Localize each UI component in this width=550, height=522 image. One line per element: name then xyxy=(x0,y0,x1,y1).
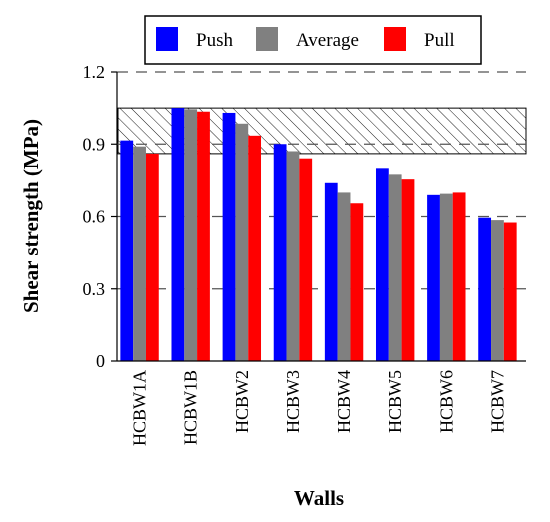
bar-push-hcbw4 xyxy=(324,182,338,361)
bar-pull-hcbw7 xyxy=(503,222,517,361)
bar-push-hcbw6 xyxy=(427,194,440,361)
bar-average-hcbw6 xyxy=(439,193,453,361)
y-tick-label: 0.9 xyxy=(83,134,106,154)
legend-swatch-average xyxy=(256,27,278,51)
x-tick-label: HCBW7 xyxy=(487,370,507,433)
bar-push-hcbw3 xyxy=(273,144,287,361)
bar-pull-hcbw1b xyxy=(197,111,210,361)
bar-push-hcbw1a xyxy=(120,140,134,361)
bar-average-hcbw7 xyxy=(491,220,504,361)
x-tick-label: HCBW4 xyxy=(334,370,354,433)
bar-pull-hcbw4 xyxy=(350,203,364,361)
y-tick-label: 1.2 xyxy=(83,62,106,82)
bar-average-hcbw1a xyxy=(133,146,146,361)
x-tick-label: HCBW6 xyxy=(436,370,456,433)
bar-pull-hcbw1a xyxy=(145,153,159,361)
bar-pull-hcbw3 xyxy=(299,158,313,361)
legend-label-pull: Pull xyxy=(424,30,455,51)
bar-pull-hcbw2 xyxy=(248,135,262,361)
legend: Push Average Pull xyxy=(144,15,482,65)
x-tick-label: HCBW3 xyxy=(283,370,303,433)
y-tick-label: 0 xyxy=(96,351,105,371)
y-tick-label: 0.6 xyxy=(83,207,106,227)
legend-swatch-push xyxy=(156,27,178,51)
legend-label-push: Push xyxy=(196,30,233,51)
x-tick-label: HCBW1B xyxy=(181,370,201,445)
x-tick-label: HCBW2 xyxy=(232,370,252,433)
bar-pull-hcbw5 xyxy=(401,179,415,361)
x-tick-label: HCBW5 xyxy=(385,370,405,433)
bar-average-hcbw3 xyxy=(286,151,300,361)
y-axis-title: Shear strength (MPa) xyxy=(19,119,43,313)
bar-average-hcbw1b xyxy=(184,109,198,362)
bar-average-hcbw4 xyxy=(337,192,351,361)
legend-box xyxy=(144,15,482,65)
bar-push-hcbw5 xyxy=(375,168,389,361)
bar-average-hcbw5 xyxy=(388,174,402,361)
x-axis-title: Walls xyxy=(294,486,344,510)
legend-label-average: Average xyxy=(296,30,359,51)
bar-push-hcbw2 xyxy=(222,112,236,361)
bar-pull-hcbw6 xyxy=(452,192,466,361)
bar-push-hcbw1b xyxy=(171,108,185,361)
bar-average-hcbw2 xyxy=(235,123,249,361)
bar-push-hcbw7 xyxy=(478,217,492,361)
legend-swatch-pull xyxy=(384,27,406,51)
x-tick-label: HCBW1A xyxy=(130,370,150,446)
y-tick-label: 0.3 xyxy=(83,279,106,299)
